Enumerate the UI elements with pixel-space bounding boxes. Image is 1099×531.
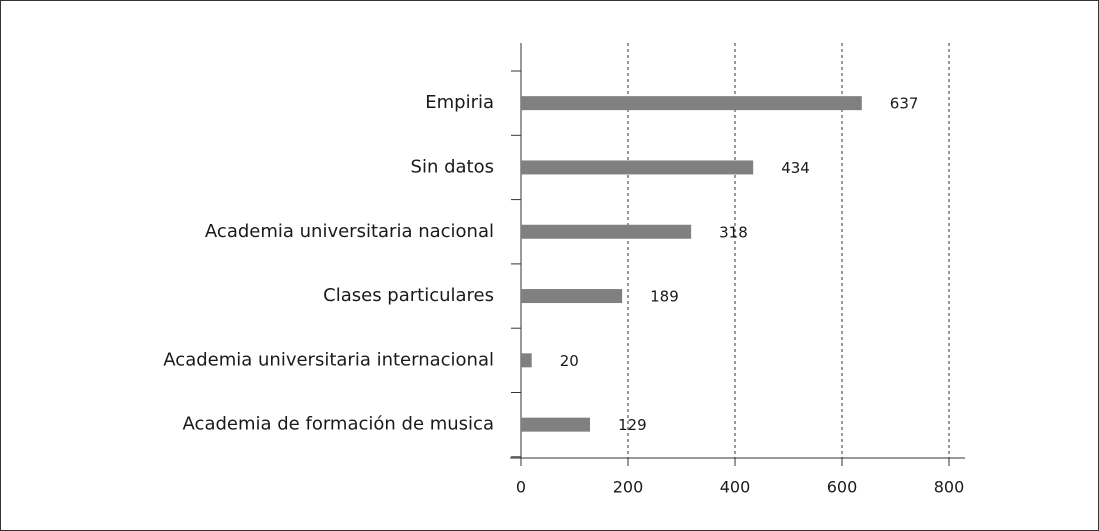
y-tick-label: Empiria xyxy=(425,92,494,113)
y-tick-label: Academia universitaria nacional xyxy=(205,221,494,242)
value-label: 20 xyxy=(560,352,579,370)
x-tick-label: 800 xyxy=(934,478,965,497)
y-tick-label: Academia universitaria internacional xyxy=(163,349,494,370)
bar xyxy=(521,160,754,175)
bar xyxy=(521,224,692,239)
x-tick-label: 600 xyxy=(827,478,858,497)
x-tick-label: 400 xyxy=(720,478,751,497)
value-label: 637 xyxy=(890,95,919,113)
value-label: 318 xyxy=(719,223,748,241)
bar xyxy=(521,353,532,368)
y-tick-label: Sin datos xyxy=(411,156,494,177)
y-tick-label: Clases particulares xyxy=(323,285,494,306)
value-label: 434 xyxy=(781,159,810,177)
value-label: 189 xyxy=(650,288,679,306)
y-tick-label: Academia de formación de musica xyxy=(183,414,494,435)
x-tick-label: 200 xyxy=(613,478,644,497)
bar xyxy=(521,96,862,111)
value-label: 129 xyxy=(618,416,647,434)
bar xyxy=(521,289,623,304)
x-tick-label: 0 xyxy=(516,478,526,497)
bar xyxy=(521,417,591,432)
